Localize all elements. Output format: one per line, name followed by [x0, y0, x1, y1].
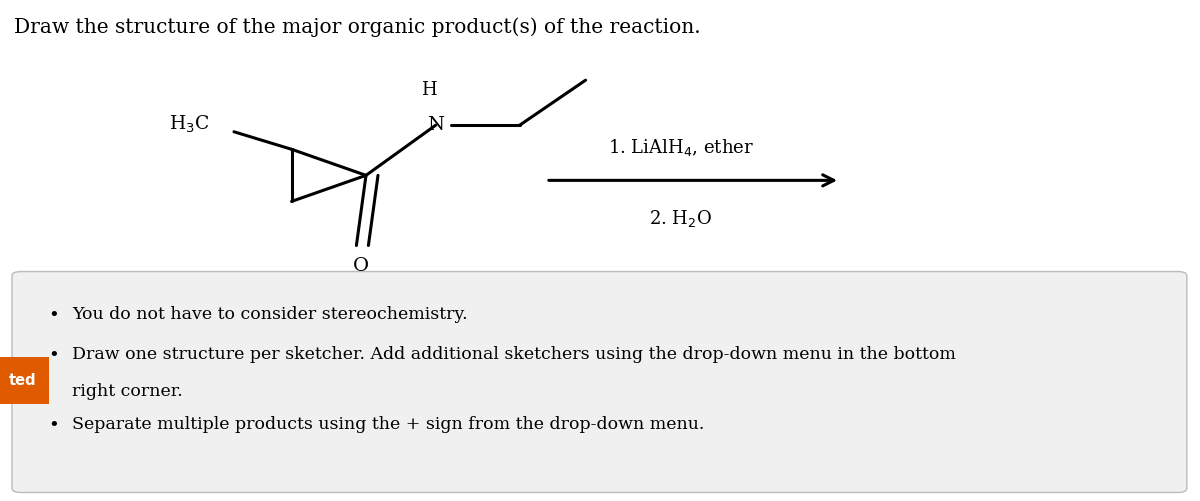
- Text: H: H: [420, 81, 437, 99]
- Text: 2. H$_2$O: 2. H$_2$O: [649, 208, 713, 229]
- Text: •: •: [48, 416, 59, 434]
- Text: You do not have to consider stereochemistry.: You do not have to consider stereochemis…: [72, 306, 468, 323]
- FancyBboxPatch shape: [12, 272, 1187, 492]
- Text: H$_3$C: H$_3$C: [169, 114, 210, 135]
- Text: O: O: [353, 257, 370, 275]
- Text: Draw the structure of the major organic product(s) of the reaction.: Draw the structure of the major organic …: [14, 18, 701, 37]
- Text: •: •: [48, 306, 59, 324]
- Text: right corner.: right corner.: [72, 383, 182, 400]
- Text: Draw one structure per sketcher. Add additional sketchers using the drop-down me: Draw one structure per sketcher. Add add…: [72, 346, 956, 363]
- Text: 1. LiAlH$_4$, ether: 1. LiAlH$_4$, ether: [608, 137, 754, 158]
- Text: ted: ted: [8, 373, 37, 388]
- Text: •: •: [48, 346, 59, 364]
- FancyBboxPatch shape: [0, 357, 49, 404]
- Text: N: N: [427, 116, 444, 134]
- Text: Separate multiple products using the + sign from the drop-down menu.: Separate multiple products using the + s…: [72, 416, 704, 433]
